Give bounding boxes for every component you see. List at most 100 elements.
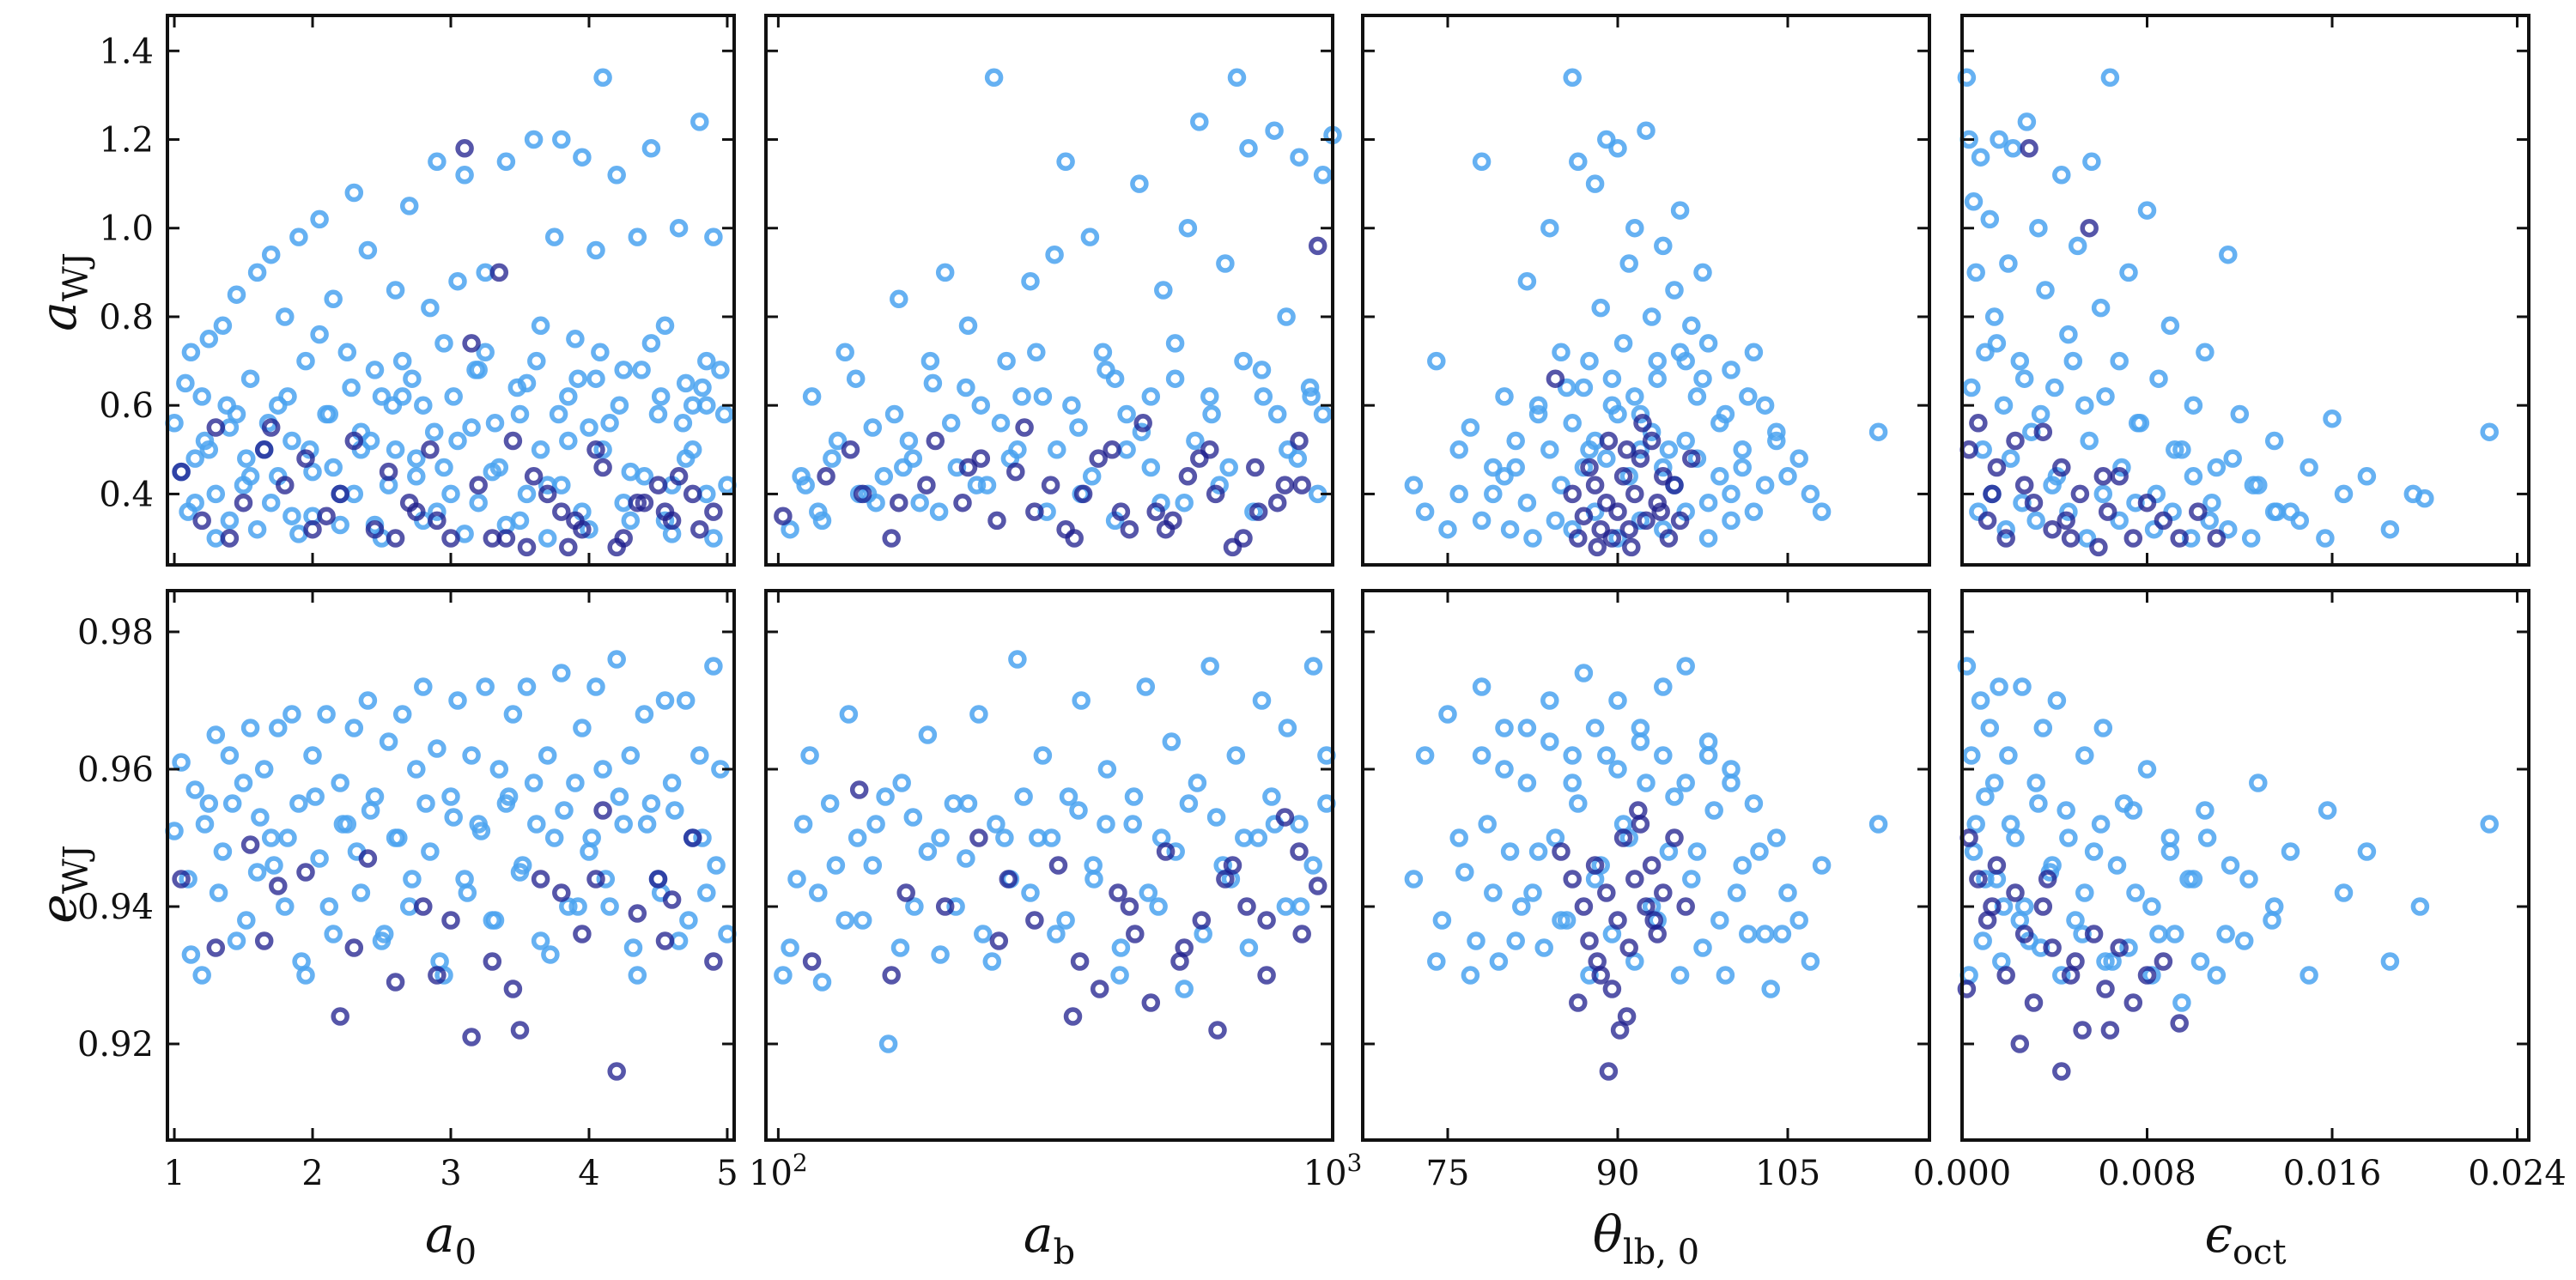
point-light bbox=[199, 330, 219, 349]
point-dark bbox=[1588, 952, 1607, 971]
point-dark bbox=[593, 458, 612, 477]
point-light bbox=[1980, 209, 2000, 229]
point-light bbox=[1062, 396, 1081, 415]
point-dark bbox=[1257, 966, 1276, 985]
point-light bbox=[2029, 794, 2048, 813]
point-dark bbox=[1574, 897, 1594, 916]
point-light bbox=[434, 458, 453, 477]
point-dark bbox=[2093, 467, 2113, 486]
point-light bbox=[361, 431, 380, 451]
point-light bbox=[209, 883, 228, 902]
point-dark bbox=[503, 980, 523, 998]
point-light bbox=[593, 760, 612, 779]
point-dark bbox=[1665, 828, 1684, 847]
point-dark bbox=[841, 440, 860, 459]
point-dark bbox=[1200, 440, 1219, 459]
point-light bbox=[1082, 467, 1102, 486]
point-light bbox=[704, 529, 723, 548]
point-light bbox=[1472, 511, 1492, 531]
point-dark bbox=[1613, 467, 1633, 486]
point-dark bbox=[2154, 952, 2173, 971]
point-light bbox=[2137, 201, 2157, 220]
point-dark bbox=[503, 431, 523, 451]
point-dark bbox=[2170, 529, 2189, 548]
point-light bbox=[1996, 519, 2015, 539]
panel-frame bbox=[764, 589, 1334, 1142]
point-dark bbox=[421, 440, 440, 459]
point-dark bbox=[358, 849, 378, 868]
point-dark bbox=[206, 418, 226, 437]
point-light bbox=[1438, 519, 1457, 539]
point-light bbox=[2031, 404, 2050, 424]
point-dark bbox=[1670, 511, 1690, 531]
point-light bbox=[1235, 828, 1254, 847]
point-light bbox=[1484, 883, 1503, 902]
point-light bbox=[469, 493, 488, 513]
point-dark bbox=[1978, 511, 1997, 531]
point-light bbox=[1500, 519, 1520, 539]
point-light bbox=[2264, 431, 2284, 451]
point-light bbox=[2166, 440, 2184, 459]
panel-theta-eWJ: 75 90 105 bbox=[1361, 589, 1931, 1193]
point-light bbox=[1987, 334, 2007, 353]
point-light bbox=[828, 431, 848, 451]
point-light bbox=[1528, 842, 1548, 861]
point-light bbox=[2107, 856, 2127, 875]
point-dark bbox=[1987, 458, 2007, 477]
point-light bbox=[586, 369, 605, 388]
point-light bbox=[206, 725, 226, 744]
point-dark bbox=[1206, 484, 1225, 504]
point-light bbox=[593, 68, 612, 88]
point-light bbox=[372, 387, 392, 406]
point-light bbox=[918, 725, 938, 744]
point-dark bbox=[1569, 993, 1588, 1012]
point-light bbox=[997, 351, 1016, 371]
point-light bbox=[704, 657, 723, 676]
point-light bbox=[254, 760, 274, 779]
point-dark bbox=[1103, 440, 1121, 459]
point-light bbox=[444, 387, 463, 406]
point-light bbox=[414, 396, 433, 415]
point-light bbox=[227, 404, 246, 424]
y-tick-label: 0.98 bbox=[77, 613, 154, 652]
point-light bbox=[1812, 856, 1832, 875]
point-dark bbox=[172, 462, 191, 482]
point-light bbox=[566, 773, 585, 792]
point-light bbox=[1056, 152, 1075, 172]
panel-ab-aWJ bbox=[764, 14, 1342, 567]
point-light bbox=[632, 361, 651, 379]
point-light bbox=[1500, 842, 1520, 861]
point-dark bbox=[1637, 897, 1656, 916]
point-light bbox=[967, 476, 987, 494]
point-dark bbox=[1602, 980, 1622, 998]
point-light bbox=[1957, 657, 1977, 676]
point-light bbox=[884, 404, 904, 424]
point-light bbox=[586, 677, 605, 696]
point-dark bbox=[2020, 139, 2038, 158]
point-dark bbox=[552, 502, 571, 521]
point-light bbox=[957, 378, 975, 397]
point-light bbox=[220, 746, 240, 765]
point-light bbox=[2149, 925, 2168, 943]
point-dark bbox=[1642, 431, 1662, 451]
point-light bbox=[957, 849, 975, 868]
point-light bbox=[1613, 334, 1633, 353]
point-light bbox=[958, 316, 978, 336]
point-light bbox=[2249, 773, 2268, 792]
point-light bbox=[407, 449, 426, 468]
point-light bbox=[403, 369, 422, 388]
point-light bbox=[711, 361, 730, 379]
point-dark bbox=[2137, 493, 2157, 513]
point-light bbox=[185, 780, 204, 799]
point-dark bbox=[1659, 529, 1679, 548]
point-dark bbox=[1292, 925, 1311, 943]
point-light bbox=[1227, 68, 1247, 88]
point-light bbox=[1449, 828, 1468, 847]
point-dark bbox=[586, 870, 605, 889]
point-dark bbox=[2110, 938, 2129, 957]
point-light bbox=[379, 732, 398, 751]
point-dark bbox=[254, 440, 274, 459]
point-light bbox=[1484, 458, 1503, 477]
point-light bbox=[1569, 794, 1588, 813]
